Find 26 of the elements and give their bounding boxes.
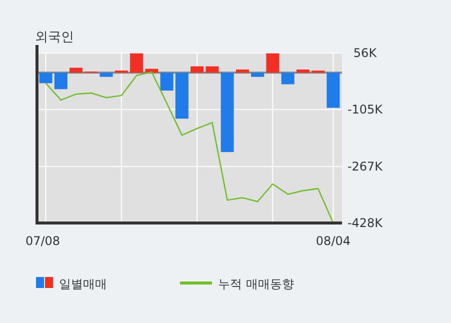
bar (326, 72, 340, 108)
x-tick-label: 08/04 (316, 234, 351, 248)
chart-title: 외국인 (35, 30, 74, 45)
x-tick-label: 07/08 (25, 234, 60, 248)
y-tick-label: -267K (347, 159, 384, 174)
bar (190, 66, 204, 73)
line-series (45, 71, 334, 224)
bar (251, 72, 264, 77)
bar (70, 68, 83, 73)
bar (39, 72, 52, 84)
legend-label: 누적 매매동향 (218, 277, 294, 291)
bar (266, 53, 280, 73)
y-tick-label: 56K (353, 46, 378, 60)
bar (206, 66, 219, 73)
bar (236, 70, 249, 73)
bar (160, 72, 174, 91)
bar (281, 72, 294, 84)
bar (100, 72, 113, 77)
legend-label: 일별매매 (59, 277, 107, 291)
bar (220, 72, 234, 152)
bar (130, 53, 144, 73)
bar (296, 70, 310, 73)
bar (54, 72, 68, 90)
y-tick-label: -105K (347, 102, 384, 117)
y-tick-label: -428K (347, 216, 384, 230)
bar (175, 72, 188, 119)
